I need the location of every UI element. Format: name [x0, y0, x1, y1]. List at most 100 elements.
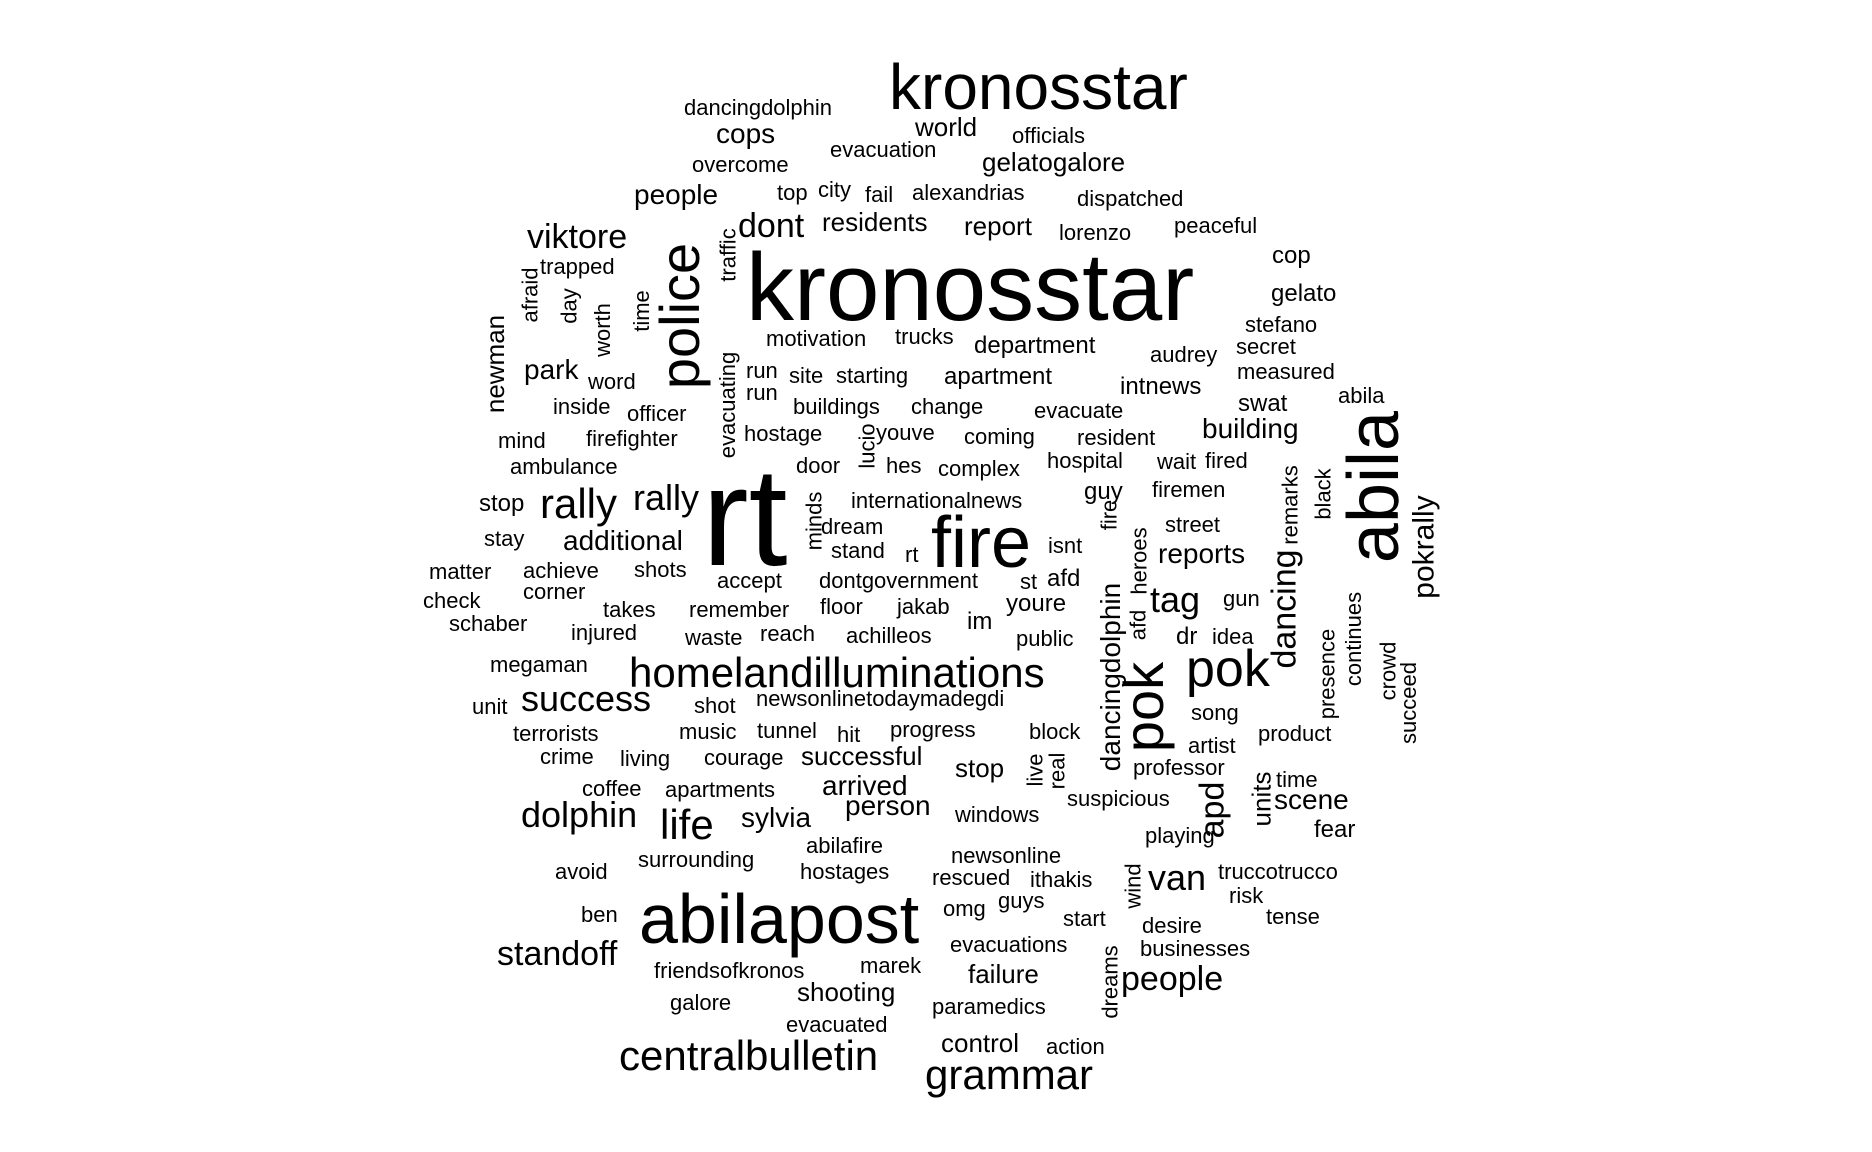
word-cloud-word: newsonlinetodaymadegdi [756, 685, 1005, 711]
word-cloud-word: evacuating [715, 351, 741, 459]
word-cloud-word: corner [523, 578, 586, 604]
word-cloud-word: hostages [800, 858, 890, 884]
word-cloud-word: isnt [1048, 532, 1083, 558]
word-cloud-word: measured [1237, 358, 1335, 384]
word-cloud-word: megaman [490, 651, 588, 677]
word-cloud-word: stop [479, 490, 525, 518]
word-cloud-word: dancing [1265, 549, 1304, 669]
word-cloud-word: secret [1236, 333, 1296, 359]
word-cloud-word: abila [1334, 410, 1415, 564]
word-cloud-word: apartment [944, 363, 1053, 391]
word-cloud-word: time [1276, 766, 1318, 792]
word-cloud-word: world [915, 111, 978, 142]
word-cloud-word: van [1148, 857, 1207, 899]
word-cloud-word: traffic [715, 228, 741, 282]
word-cloud-word: windows [955, 801, 1040, 827]
word-cloud-word: starting [836, 362, 909, 388]
word-cloud-word: newman [480, 314, 511, 414]
word-cloud-word: complex [938, 455, 1020, 481]
word-cloud-word: firemen [1152, 476, 1226, 502]
word-cloud-word: centralbulletin [619, 1031, 879, 1079]
word-cloud-word: time [628, 290, 654, 332]
word-cloud-word: motivation [766, 325, 867, 351]
word-cloud-word: resident [1077, 424, 1156, 450]
word-cloud-word: product [1258, 720, 1332, 746]
word-cloud-word: kronosstar [889, 50, 1188, 123]
word-cloud-word: run [746, 379, 778, 405]
word-cloud-word: youre [1006, 590, 1067, 618]
word-cloud-word: st [1020, 568, 1038, 594]
word-cloud-word: day [556, 288, 582, 324]
word-cloud-word: fire [1095, 499, 1121, 531]
word-cloud-word: artist [1188, 732, 1236, 758]
word-cloud-word: stop [955, 752, 1005, 783]
word-cloud-word: jakab [897, 593, 950, 619]
word-cloud-word: cops [716, 118, 776, 150]
word-cloud-word: abila [1338, 382, 1385, 408]
word-cloud-word: desire [1142, 912, 1202, 938]
word-cloud-word: dancingdolphin [684, 94, 833, 120]
word-cloud-word: cop [1272, 242, 1311, 270]
word-cloud-word: dontgovernment [819, 567, 978, 593]
word-cloud-word: matter [429, 558, 492, 584]
word-cloud-word: street [1165, 511, 1221, 537]
word-cloud-word: rescued [932, 864, 1011, 890]
word-cloud-word: trucks [895, 323, 954, 349]
word-cloud-word: reach [760, 620, 816, 646]
word-cloud-word: units [1245, 771, 1276, 827]
word-cloud-word: ambulance [510, 453, 618, 479]
word-cloud-word: fired [1205, 447, 1248, 473]
word-cloud-word: remember [689, 596, 790, 622]
word-cloud-word: word [588, 368, 636, 394]
word-cloud-word: evacuations [950, 931, 1068, 957]
word-cloud-word: paramedics [932, 993, 1046, 1019]
word-cloud-word: hes [886, 452, 922, 478]
word-cloud-word: waste [685, 624, 743, 650]
word-cloud-word: terrorists [513, 720, 599, 746]
word-cloud-word: galore [670, 989, 732, 1015]
word-cloud-word: check [423, 587, 481, 613]
word-cloud-word: continues [1341, 591, 1367, 687]
word-cloud-word: police [648, 242, 712, 390]
word-cloud-word: hit [837, 721, 861, 747]
word-cloud-word: residents [822, 206, 928, 237]
word-cloud-word: ben [581, 901, 618, 927]
word-cloud-word: takes [603, 596, 656, 622]
word-cloud-word: heroes [1126, 527, 1152, 595]
word-cloud-word: tunnel [757, 717, 817, 743]
word-cloud-word: rally [633, 477, 700, 519]
word-cloud-word: person [845, 790, 931, 822]
word-cloud-word: internationalnews [851, 487, 1023, 513]
word-cloud-word: risk [1229, 882, 1264, 908]
word-cloud-word: shot [694, 692, 736, 718]
word-cloud-word: injured [571, 619, 638, 645]
word-cloud-word: avoid [555, 858, 608, 884]
word-cloud-word: report [964, 210, 1032, 241]
word-cloud-word: lorenzo [1059, 219, 1132, 245]
word-cloud-word: fail [865, 181, 894, 207]
word-cloud-word: real [1043, 752, 1069, 790]
word-cloud-word: wait [1157, 448, 1197, 474]
word-cloud-word: failure [968, 958, 1039, 989]
word-cloud-word: shots [634, 556, 687, 582]
word-cloud-word: fear [1314, 816, 1356, 844]
word-cloud-word: scene [1274, 784, 1349, 816]
word-cloud-word: building [1202, 413, 1299, 445]
word-cloud-word: tag [1150, 579, 1201, 621]
word-cloud-word: trapped [540, 253, 615, 279]
word-cloud-word: dreams [1097, 945, 1123, 1019]
word-cloud-word: start [1063, 905, 1106, 931]
word-cloud-word: achilleos [846, 622, 932, 648]
word-cloud-word: mind [498, 427, 546, 453]
word-cloud-word: success [521, 678, 652, 720]
word-cloud-word: professor [1133, 754, 1225, 780]
word-cloud-word: officer [627, 400, 687, 426]
word-cloud-word: omg [943, 895, 986, 921]
word-cloud-word: peaceful [1174, 212, 1258, 238]
word-cloud-word: accept [717, 567, 782, 593]
word-cloud-word: alexandrias [912, 179, 1025, 205]
word-cloud-word: dream [821, 513, 884, 539]
word-cloud-word: evacuate [1034, 397, 1124, 423]
word-cloud-word: people [634, 179, 719, 211]
